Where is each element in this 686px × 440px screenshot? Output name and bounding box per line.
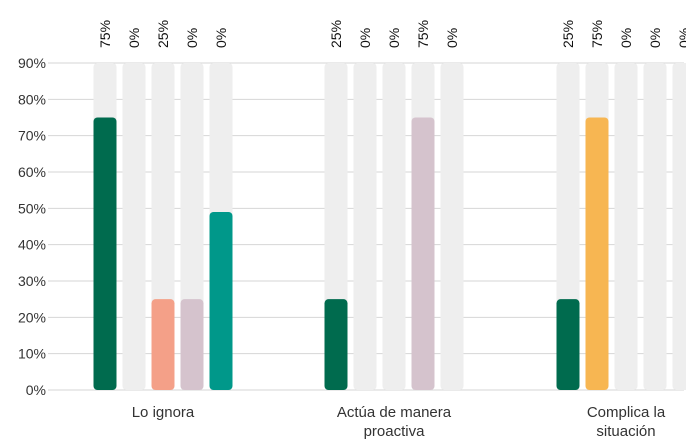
value-label: 0%: [444, 28, 460, 48]
bar: [151, 299, 175, 390]
value-label: 0%: [676, 28, 686, 48]
y-tick-label: 40%: [18, 237, 46, 253]
value-label: 0%: [184, 28, 200, 48]
y-tick-label: 10%: [18, 346, 46, 362]
value-label: 25%: [155, 20, 171, 48]
value-label: 0%: [386, 28, 402, 48]
bar-track: [353, 63, 377, 390]
bar-track: [614, 63, 638, 390]
category-label: Actúa de manera: [337, 404, 452, 421]
bar: [585, 117, 609, 390]
bar: [411, 117, 435, 390]
value-label: 0%: [213, 28, 229, 48]
value-label: 25%: [560, 20, 576, 48]
bar: [180, 299, 204, 390]
bar: [93, 117, 117, 390]
bar-track: [672, 63, 686, 390]
category-label: Complica la: [587, 404, 666, 421]
bar-track: [382, 63, 406, 390]
bar-track: [643, 63, 667, 390]
y-tick-label: 0%: [26, 382, 46, 398]
value-label: 75%: [415, 20, 431, 48]
category-label: situación: [596, 423, 655, 440]
y-tick-label: 80%: [18, 91, 46, 107]
value-label: 0%: [357, 28, 373, 48]
bar-track: [122, 63, 146, 390]
bars: [93, 63, 686, 390]
value-label: 0%: [618, 28, 634, 48]
value-label: 75%: [97, 20, 113, 48]
category-label: Lo ignora: [132, 404, 195, 421]
value-label: 0%: [647, 28, 663, 48]
y-tick-label: 50%: [18, 200, 46, 216]
value-label: 0%: [126, 28, 142, 48]
value-labels: 75% 0% 25% 0% 0% 25% 0% 0% 75% 0% 25% 75% 0% 0% 0%: [97, 20, 686, 48]
bar: [556, 299, 580, 390]
y-tick-label: 70%: [18, 128, 46, 144]
bar: [324, 299, 348, 390]
bar: [209, 211, 233, 390]
y-tick-label: 20%: [18, 309, 46, 325]
category-labels: Lo ignora Actúa de manera proactiva Complic…: [132, 404, 666, 440]
y-tick-label: 30%: [18, 273, 46, 289]
y-tick-label: 90%: [18, 55, 46, 71]
y-axis-ticks: 0% 10% 20% 30% 40% 50% 60% 70% 80% 90%: [18, 55, 46, 398]
value-label: 75%: [589, 20, 605, 48]
bar-track: [440, 63, 464, 390]
y-tick-label: 60%: [18, 164, 46, 180]
category-label: proactiva: [364, 423, 426, 440]
value-label: 25%: [328, 20, 344, 48]
